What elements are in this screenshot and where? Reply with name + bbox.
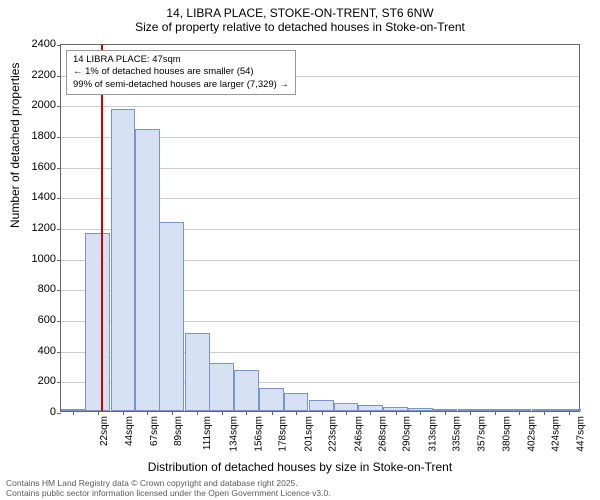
info-larger-count: 99% of semi-detached houses are larger (…: [73, 79, 289, 91]
x-tick-label: 313sqm: [427, 416, 438, 452]
chart-title-main: 14, LIBRA PLACE, STOKE-ON-TRENT, ST6 6NW: [0, 0, 600, 20]
y-tick-mark: [57, 106, 61, 107]
y-tick-mark: [57, 137, 61, 138]
x-tick-label: 424sqm: [550, 416, 561, 452]
y-tick-label: 0: [50, 406, 56, 418]
x-tick-mark: [222, 411, 223, 415]
histogram-bar: [111, 109, 136, 411]
info-smaller-count: ← 1% of detached houses are smaller (54): [73, 66, 289, 78]
x-tick-label: 44sqm: [124, 416, 135, 446]
y-tick-mark: [57, 45, 61, 46]
x-tick-mark: [197, 411, 198, 415]
histogram-bar: [135, 129, 160, 411]
x-tick-label: 156sqm: [253, 416, 264, 452]
histogram-bar: [284, 393, 309, 411]
x-tick-label: 67sqm: [149, 416, 160, 446]
histogram-bar: [309, 400, 334, 411]
x-tick-mark: [246, 411, 247, 415]
x-tick-mark: [470, 411, 471, 415]
property-marker-line: [101, 45, 103, 411]
x-tick-mark: [272, 411, 273, 415]
x-tick-mark: [296, 411, 297, 415]
x-tick-mark: [445, 411, 446, 415]
x-tick-label: 223sqm: [328, 416, 339, 452]
x-tick-label: 246sqm: [353, 416, 364, 452]
histogram-bar: [334, 403, 359, 411]
histogram-bar: [259, 388, 284, 411]
y-tick-label: 1000: [32, 253, 56, 265]
info-property-size: 14 LIBRA PLACE: 47sqm: [73, 54, 289, 66]
x-tick-mark: [172, 411, 173, 415]
y-tick-label: 400: [38, 345, 56, 357]
histogram-bar: [209, 363, 234, 411]
x-tick-label: 111sqm: [202, 416, 213, 450]
histogram-bar: [234, 370, 259, 411]
x-tick-mark: [519, 411, 520, 415]
y-tick-mark: [57, 413, 61, 414]
footer-line2: Contains public sector information licen…: [6, 488, 331, 498]
y-tick-mark: [57, 352, 61, 353]
footer-line1: Contains HM Land Registry data © Crown c…: [6, 478, 331, 488]
y-tick-mark: [57, 198, 61, 199]
y-tick-mark: [57, 290, 61, 291]
y-tick-label: 200: [38, 375, 56, 387]
x-tick-mark: [147, 411, 148, 415]
x-tick-label: 380sqm: [502, 416, 513, 452]
attribution-footer: Contains HM Land Registry data © Crown c…: [6, 478, 331, 498]
y-tick-label: 1600: [32, 161, 56, 173]
chart-title-sub: Size of property relative to detached ho…: [0, 20, 600, 38]
x-tick-mark: [495, 411, 496, 415]
x-tick-mark: [370, 411, 371, 415]
y-tick-mark: [57, 76, 61, 77]
x-tick-label: 268sqm: [378, 416, 389, 452]
x-tick-mark: [569, 411, 570, 415]
grid-line: [61, 106, 579, 107]
y-tick-label: 2000: [32, 99, 56, 111]
x-tick-label: 134sqm: [229, 416, 240, 452]
x-tick-label: 290sqm: [402, 416, 413, 452]
y-tick-mark: [57, 168, 61, 169]
y-tick-label: 1800: [32, 130, 56, 142]
x-tick-mark: [420, 411, 421, 415]
y-tick-label: 1400: [32, 191, 56, 203]
x-tick-label: 402sqm: [526, 416, 537, 452]
x-tick-label: 201sqm: [303, 416, 314, 452]
histogram-bar: [185, 333, 210, 411]
histogram-bar: [159, 222, 184, 411]
x-tick-label: 335sqm: [452, 416, 463, 452]
x-tick-mark: [123, 411, 124, 415]
property-info-box: 14 LIBRA PLACE: 47sqm ← 1% of detached h…: [66, 50, 296, 95]
y-tick-label: 2200: [32, 69, 56, 81]
x-tick-mark: [346, 411, 347, 415]
y-axis-label: Number of detached properties: [8, 63, 22, 228]
y-tick-mark: [57, 321, 61, 322]
x-tick-mark: [544, 411, 545, 415]
y-tick-label: 800: [38, 283, 56, 295]
y-tick-mark: [57, 260, 61, 261]
x-tick-label: 178sqm: [278, 416, 289, 452]
x-tick-mark: [73, 411, 74, 415]
x-tick-label: 22sqm: [99, 416, 110, 446]
x-tick-label: 89sqm: [173, 416, 184, 446]
x-tick-label: 357sqm: [476, 416, 487, 452]
x-tick-mark: [396, 411, 397, 415]
chart-plot-area: [60, 44, 580, 412]
x-tick-label: 447sqm: [576, 416, 587, 452]
x-tick-mark: [98, 411, 99, 415]
histogram-bar: [85, 233, 110, 411]
y-tick-mark: [57, 229, 61, 230]
y-tick-mark: [57, 382, 61, 383]
y-tick-label: 2400: [32, 38, 56, 50]
y-tick-label: 600: [38, 314, 56, 326]
x-axis-label: Distribution of detached houses by size …: [0, 460, 600, 474]
y-tick-label: 1200: [32, 222, 56, 234]
x-tick-mark: [322, 411, 323, 415]
